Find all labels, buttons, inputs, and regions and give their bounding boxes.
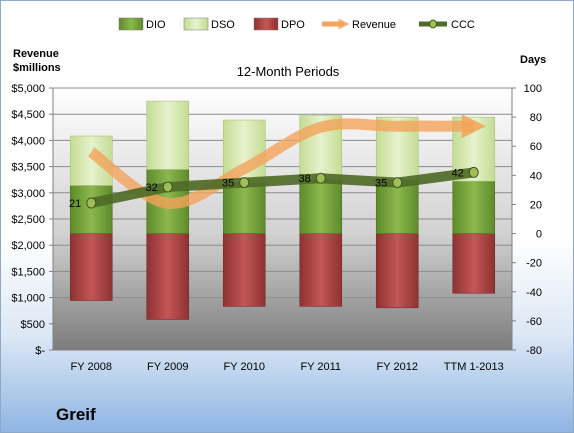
legend-item-ccc: CCC <box>419 19 475 31</box>
left-tick-label: $2,500 <box>11 214 45 226</box>
company-name: Greif <box>56 405 96 424</box>
left-axis-title: Revenue $millions <box>13 48 61 74</box>
legend-item-revenue: Revenue <box>322 18 396 31</box>
bar-dio <box>299 179 343 234</box>
category-label: FY 2011 <box>300 361 341 373</box>
right-axis-title: Days <box>520 54 546 66</box>
chart-title: 12-Month Periods <box>237 64 340 79</box>
legend-swatch-dpo <box>253 17 279 31</box>
ccc-data-label: 21 <box>69 198 81 210</box>
left-tick-label: $4,000 <box>11 135 45 147</box>
ccc-point <box>468 166 479 178</box>
ccc-point <box>239 177 250 189</box>
category-label: TTM 1-2013 <box>444 361 504 373</box>
right-tick-label: -40 <box>526 287 542 299</box>
bar-dio <box>452 180 496 234</box>
legend-label: CCC <box>451 19 475 31</box>
ccc-point <box>315 172 326 184</box>
category-label: FY 2009 <box>147 361 188 373</box>
ccc-point <box>392 177 403 189</box>
left-tick-label: $500 <box>21 319 45 331</box>
bar-dio <box>375 179 419 234</box>
left-tick-label: $1,500 <box>11 266 45 278</box>
left-tick-label: $- <box>35 345 45 357</box>
category-label: FY 2008 <box>71 361 112 373</box>
ccc-line <box>90 167 475 208</box>
left-tick-label: $2,000 <box>11 240 45 252</box>
category-label: FY 2010 <box>224 361 265 373</box>
ccc-data-label: 35 <box>375 178 387 190</box>
revenue-line <box>87 114 486 209</box>
bar-dpo <box>69 233 113 301</box>
bar-dio <box>69 185 113 234</box>
ccc-point <box>86 197 97 209</box>
bar-dpo <box>222 233 266 307</box>
category-label: FY 2012 <box>377 361 418 373</box>
bar-dso <box>146 100 190 170</box>
right-tick-label: 100 <box>524 83 542 95</box>
right-tick-label: 0 <box>536 229 542 241</box>
legend-marker-ccc <box>429 19 437 29</box>
legend-swatch-dso <box>183 17 209 31</box>
right-tick-label: 40 <box>530 170 542 182</box>
legend-swatch-dio <box>118 17 144 31</box>
ccc-data-label: 38 <box>299 173 311 185</box>
ccc-point <box>162 181 173 193</box>
bar-dpo <box>452 233 496 294</box>
ccc-data-label: 35 <box>222 178 234 190</box>
ccc-data-label: 42 <box>452 167 464 179</box>
left-tick-label: $5,000 <box>11 83 45 95</box>
left-tick-label: $3,000 <box>11 188 45 200</box>
right-tick-label: 20 <box>530 199 542 211</box>
bar-dpo <box>146 233 190 320</box>
legend-item-dso: DSO <box>183 17 235 31</box>
legend-label: DSO <box>211 19 235 31</box>
bar-dpo <box>299 233 343 307</box>
legend-label: DPO <box>281 19 305 31</box>
legend-label: Revenue <box>352 19 396 31</box>
right-tick-label: -80 <box>526 345 542 357</box>
left-tick-label: $4,500 <box>11 109 45 121</box>
right-tick-label: 80 <box>530 112 542 124</box>
left-tick-label: $3,500 <box>11 162 45 174</box>
ccc-data-label: 32 <box>146 182 158 194</box>
legend-item-dpo: DPO <box>253 17 305 31</box>
legend-item-dio: DIO <box>118 17 166 31</box>
left-tick-label: $1,000 <box>11 293 45 305</box>
right-tick-label: -60 <box>526 316 542 328</box>
right-tick-label: 60 <box>530 141 542 153</box>
bar-dio <box>222 182 266 234</box>
bar-dpo <box>375 233 419 309</box>
right-tick-label: -20 <box>526 258 542 270</box>
legend-label: DIO <box>146 19 166 31</box>
